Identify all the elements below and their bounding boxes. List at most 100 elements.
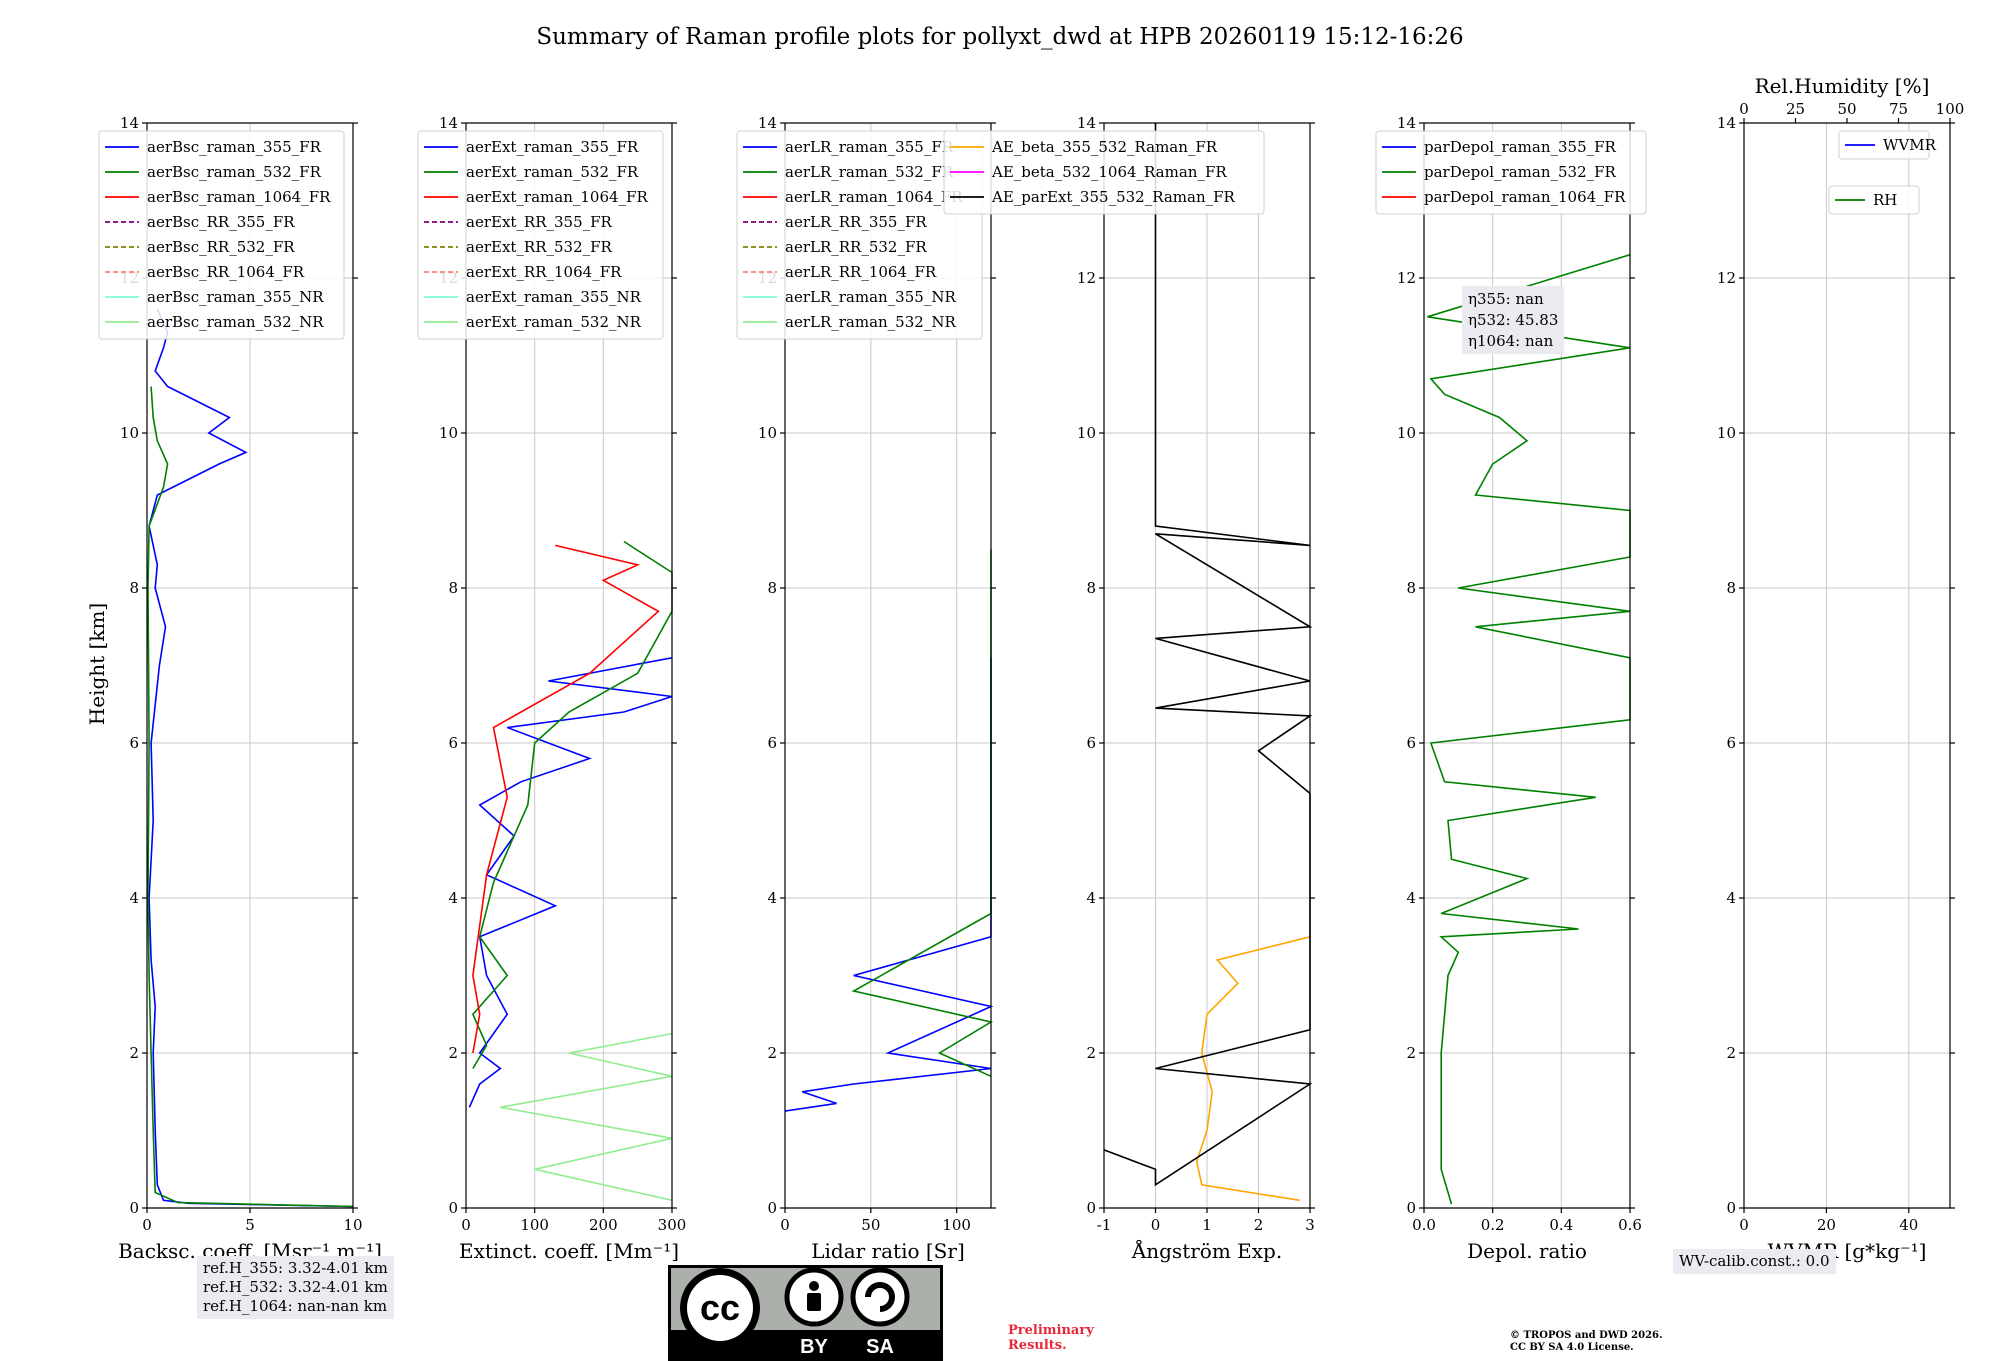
rh-tick-label: 0	[1739, 100, 1749, 118]
legend-box	[943, 130, 1265, 215]
legend-box	[1375, 130, 1647, 215]
x-tick-label: 0.2	[1481, 1216, 1505, 1234]
y-tick-label: 6	[129, 734, 139, 752]
y-tick-label: 0	[129, 1199, 139, 1217]
x-axis-label: Depol. ratio	[1467, 1239, 1587, 1263]
y-tick-label: 2	[1086, 1044, 1096, 1062]
copyright-line-2: CC BY SA 4.0 License.	[1510, 1342, 1634, 1353]
legend-label: parDepol_raman_1064_FR	[1424, 188, 1626, 206]
y-tick-label: 4	[1726, 889, 1736, 907]
legend-lidar_ratio: aerLR_raman_355_FR aerLR_raman_532_FR aerL…	[736, 130, 983, 340]
y-tick-label: 8	[1406, 579, 1416, 597]
series-line-aerExt_raman_532_NR	[500, 1032, 673, 1202]
y-tick-label: 0	[1086, 1199, 1096, 1217]
legend-label: aerBsc_RR_532_FR	[147, 238, 295, 256]
x-axis-label: Ångström Exp.	[1131, 1238, 1282, 1263]
legend-label: RH	[1873, 191, 1897, 209]
legend-label: parDepol_raman_355_FR	[1424, 138, 1617, 156]
preliminary-results-note: Preliminary Results.	[1008, 1323, 1094, 1353]
y-tick-label: 4	[1086, 889, 1096, 907]
legend-label: AE_beta_355_532_Raman_FR	[991, 138, 1218, 156]
series-line-aerExt_raman_355_FR	[468, 657, 673, 1108]
legend-label: aerLR_RR_1064_FR	[785, 263, 937, 281]
panel-backscatter: 024681012140510Backsc. coeff. [Msr⁻¹ m⁻¹…	[98, 114, 382, 1263]
series-line-parDepol_raman_532_FR	[1427, 253, 1631, 1205]
eta-annotation-line: η532: 45.83	[1468, 311, 1558, 329]
legend-label: aerBsc_raman_355_NR	[147, 288, 324, 306]
y-tick-label: 8	[129, 579, 139, 597]
x-tick-label: 0	[780, 1216, 790, 1234]
wv-calib-text: WV-calib.const.: 0.0	[1679, 1252, 1830, 1270]
y-tick-label: 0	[1726, 1199, 1736, 1217]
cc-circle-inner	[687, 1275, 753, 1341]
y-tick-label: 2	[767, 1044, 777, 1062]
panel-lidar_ratio: 02468101214050100Lidar ratio [Sr]aerLR_r…	[736, 114, 996, 1263]
x-tick-label: 0.0	[1412, 1216, 1436, 1234]
x-tick-label: 20	[1817, 1216, 1836, 1234]
series-line-AE_parExt_355_532_Raman_FR	[1103, 123, 1313, 1187]
copyright-note: © TROPOS and DWD 2026. CC BY SA 4.0 Lice…	[1510, 1330, 1662, 1354]
legend-box	[1828, 185, 1920, 215]
legend-depol: parDepol_raman_355_FR parDepol_raman_532_…	[1375, 130, 1647, 215]
series-line-aerLR_raman_355_FR	[784, 657, 994, 1112]
rh-tick-label: 50	[1837, 100, 1856, 118]
rh-axis-label: Rel.Humidity [%]	[1755, 74, 1930, 98]
y-tick-label: 12	[1077, 269, 1096, 287]
ref-height-1064: ref.H_1064: nan-nan km	[203, 1297, 388, 1315]
x-tick-label: 40	[1899, 1216, 1918, 1234]
y-tick-label: 4	[448, 889, 458, 907]
y-tick-label: 4	[129, 889, 139, 907]
y-tick-label: 8	[448, 579, 458, 597]
legend-label: WVMR	[1883, 136, 1937, 154]
y-tick-label: 14	[120, 114, 139, 132]
share-alike-arrow	[865, 1282, 895, 1312]
legend-label: aerExt_RR_1064_FR	[466, 263, 622, 281]
y-tick-label: 8	[1086, 579, 1096, 597]
series-line-aerLR_raman_532_FR	[851, 549, 994, 1078]
series-line-aerExt_raman_532_FR	[471, 540, 673, 1069]
x-tick-label: 300	[658, 1216, 687, 1234]
eta-annotation-line: η355: nan	[1468, 290, 1544, 308]
legend-label: aerBsc_raman_1064_FR	[147, 188, 331, 206]
y-tick-label: 10	[1397, 424, 1416, 442]
x-tick-label: 200	[589, 1216, 618, 1234]
cc-by-sa-license-logo: cc BY SA	[668, 1265, 943, 1361]
x-tick-label: 5	[245, 1216, 255, 1234]
series-line-aerBsc_raman_532_FR	[147, 386, 354, 1208]
x-tick-label: 0.6	[1618, 1216, 1642, 1234]
share-alike-icon	[850, 1267, 910, 1327]
eta-annotation-box	[1462, 286, 1564, 354]
rh-tick-label: 100	[1936, 100, 1965, 118]
legend-box	[98, 130, 345, 340]
legend-box	[417, 130, 664, 340]
y-tick-label: 12	[1397, 269, 1416, 287]
legend-label: aerLR_raman_355_NR	[785, 288, 956, 306]
reference-height-box: ref.H_355: 3.32-4.01 km ref.H_532: 3.32-…	[197, 1256, 394, 1319]
legend-label: aerBsc_raman_355_FR	[147, 138, 322, 156]
legend-angstrom: AE_beta_355_532_Raman_FR AE_beta_532_1064…	[943, 130, 1265, 215]
figure-title: Summary of Raman profile plots for polly…	[536, 24, 1463, 50]
x-tick-label: 0	[1151, 1216, 1161, 1234]
legend-label: aerExt_RR_355_FR	[466, 213, 613, 231]
copyright-line-1: © TROPOS and DWD 2026.	[1510, 1330, 1663, 1341]
y-tick-label: 2	[129, 1044, 139, 1062]
legend-label: aerExt_raman_355_NR	[466, 288, 642, 306]
x-tick-label: 3	[1305, 1216, 1315, 1234]
by-label: BY	[800, 1336, 828, 1358]
legend-extinction: aerExt_raman_355_FR aerExt_raman_532_FRae…	[417, 130, 664, 340]
rh-tick-label: 75	[1889, 100, 1908, 118]
legend-box	[736, 130, 983, 340]
legend-label: aerBsc_raman_532_NR	[147, 313, 324, 331]
y-tick-label: 10	[439, 424, 458, 442]
x-tick-label: 0	[142, 1216, 152, 1234]
y-tick-label: 10	[1717, 424, 1736, 442]
legend-label: aerLR_RR_355_FR	[785, 213, 927, 231]
wv-calibration-box: WV-calib.const.: 0.0	[1673, 1249, 1836, 1274]
ref-height-532: ref.H_532: 3.32-4.01 km	[203, 1278, 388, 1296]
x-tick-label: 100	[942, 1216, 971, 1234]
series-line-aerExt_raman_1064_FR	[472, 544, 660, 1054]
x-tick-label: 10	[343, 1216, 362, 1234]
y-tick-label: 12	[1717, 269, 1736, 287]
